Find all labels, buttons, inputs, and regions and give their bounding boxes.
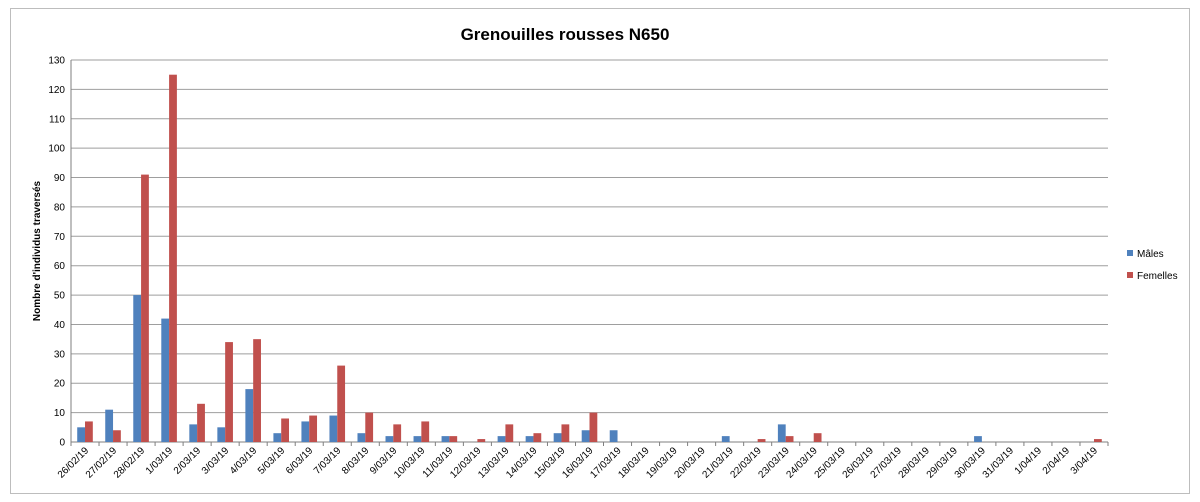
x-tick-label: 3/04/19 [1069, 445, 1101, 477]
bar-females [813, 433, 822, 442]
bar-males [217, 427, 226, 442]
bar-females [225, 342, 233, 442]
bar-males [189, 424, 198, 442]
bar-males [413, 436, 422, 442]
chart-frame: Grenouilles rousses N650 0 10 20 30 40 50 60 70… [10, 8, 1190, 494]
legend-label: Femelles [1137, 271, 1178, 282]
bar-females [477, 439, 486, 442]
bar-females [757, 439, 766, 442]
legend-label: Mâles [1137, 249, 1164, 260]
bar-males [777, 424, 786, 442]
bar-males [525, 436, 534, 442]
x-tick-label: 4/03/19 [228, 445, 260, 477]
x-tick-label: 7/03/19 [312, 445, 344, 477]
bar-males [497, 436, 506, 442]
bar-females [281, 418, 290, 442]
chart-title: Grenouilles rousses N650 [461, 25, 670, 44]
y-tick-label: 100 [48, 144, 65, 155]
y-axis-label: Nombre d'individus traversés [32, 180, 43, 321]
bar-females [393, 424, 402, 442]
bar-males [441, 436, 450, 442]
bar-males [721, 436, 730, 442]
legend-swatch [1127, 272, 1133, 278]
bar-females [589, 412, 598, 442]
legend: Mâles Femelles [1127, 249, 1178, 282]
bar-males [553, 433, 562, 442]
y-tick-label: 50 [54, 291, 66, 302]
x-tick-label: 3/03/19 [200, 445, 232, 477]
bar-females [309, 415, 318, 442]
x-tick-label: 6/03/19 [284, 445, 316, 477]
bar-males [581, 430, 590, 442]
bar-males [273, 433, 282, 442]
bar-males [357, 433, 366, 442]
y-tick-label: 120 [48, 85, 65, 96]
bar-males [133, 295, 142, 442]
y-tick-label: 40 [54, 320, 66, 331]
bar-females [449, 436, 458, 442]
legend-swatch [1127, 250, 1133, 256]
y-tick-label: 70 [54, 232, 66, 243]
bar-females [421, 421, 430, 442]
bar-males [77, 427, 86, 442]
x-tick-label: 1/04/19 [1013, 445, 1045, 477]
bar-males [329, 415, 338, 442]
gridlines [70, 59, 1108, 443]
bar-males [609, 430, 618, 442]
x-axis-ticks: 26/02/1927/02/1928/02/191/03/192/03/193/… [56, 442, 1109, 481]
bar-males [974, 436, 982, 442]
y-axis-ticks: 0 10 20 30 40 50 60 70 80 90 100 110 120 130 [48, 56, 65, 449]
x-tick-label: 31/03/19 [981, 445, 1017, 481]
y-tick-label: 110 [49, 114, 65, 125]
bar-females [141, 174, 149, 442]
y-tick-label: 10 [54, 408, 66, 419]
x-tick-label: 2/03/19 [172, 445, 204, 477]
bars [77, 74, 1102, 442]
bar-males [161, 318, 170, 442]
x-tick-label: 2/04/19 [1041, 445, 1073, 477]
bar-males [105, 409, 114, 442]
bar-females [533, 433, 542, 442]
bar-chart: Grenouilles rousses N650 0 10 20 30 40 50 60 70… [32, 25, 1178, 481]
bar-males [385, 436, 394, 442]
bar-females [785, 436, 794, 442]
y-tick-label: 130 [48, 56, 65, 67]
y-tick-label: 80 [54, 202, 66, 213]
x-tick-label: 5/03/19 [256, 445, 288, 477]
bar-males [301, 421, 310, 442]
x-tick-label: 28/02/19 [112, 445, 148, 481]
bar-females [337, 365, 346, 442]
bar-females [169, 74, 177, 442]
bar-females [505, 424, 514, 442]
bar-males [245, 389, 254, 442]
x-tick-label: 8/03/19 [340, 445, 372, 477]
x-tick-label: 1/03/19 [144, 445, 176, 477]
bar-females [365, 412, 374, 442]
bar-females [561, 424, 570, 442]
bar-females [197, 403, 205, 442]
y-tick-label: 90 [54, 173, 66, 184]
bar-females [85, 421, 93, 442]
bar-females [1093, 439, 1102, 442]
bar-females [253, 339, 261, 442]
bar-females [113, 430, 121, 442]
y-tick-label: 0 [59, 438, 65, 449]
y-tick-label: 60 [54, 261, 66, 272]
y-tick-label: 30 [54, 349, 66, 360]
y-tick-label: 20 [54, 379, 66, 390]
